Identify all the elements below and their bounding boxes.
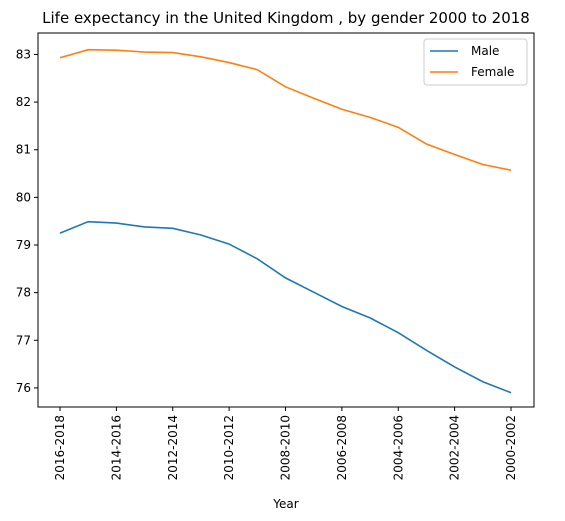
y-tick-label: 79 [16,238,31,252]
x-tick-label: 2012-2014 [166,415,180,480]
y-tick-label: 82 [16,95,31,109]
y-tick-label: 83 [16,47,31,61]
x-tick-label: 2006-2008 [335,415,349,480]
series-line-female [59,48,512,171]
x-axis: 2016-2018 2014-2016 2012-2014 2010-2012 2008… [53,407,518,480]
y-tick-label: 78 [16,286,31,300]
y-tick-label: 77 [16,333,31,347]
y-tick-label: 76 [16,381,31,395]
x-tick-label: 2016-2018 [53,415,67,480]
series-line-male [59,220,512,394]
chart-title: Life expectancy in the United Kingdom , … [42,9,530,27]
legend-label-male: Male [471,44,499,58]
legend-label-female: Female [471,65,514,79]
x-tick-label: 2008-2010 [279,415,293,480]
y-axis: 76 77 78 79 80 81 82 83 [16,47,38,395]
plot-area [59,48,512,394]
x-tick-label: 2004-2006 [391,415,405,480]
plot-frame [37,32,535,408]
y-tick-label: 81 [16,143,31,157]
x-axis-label: Year [272,497,298,511]
x-tick-label: 2000-2002 [504,415,518,480]
x-tick-label: 2002-2004 [448,415,462,480]
x-tick-label: 2014-2016 [109,415,123,480]
y-tick-label: 80 [16,190,31,204]
legend: Male Female [423,38,528,86]
x-tick-label: 2010-2012 [222,415,236,480]
